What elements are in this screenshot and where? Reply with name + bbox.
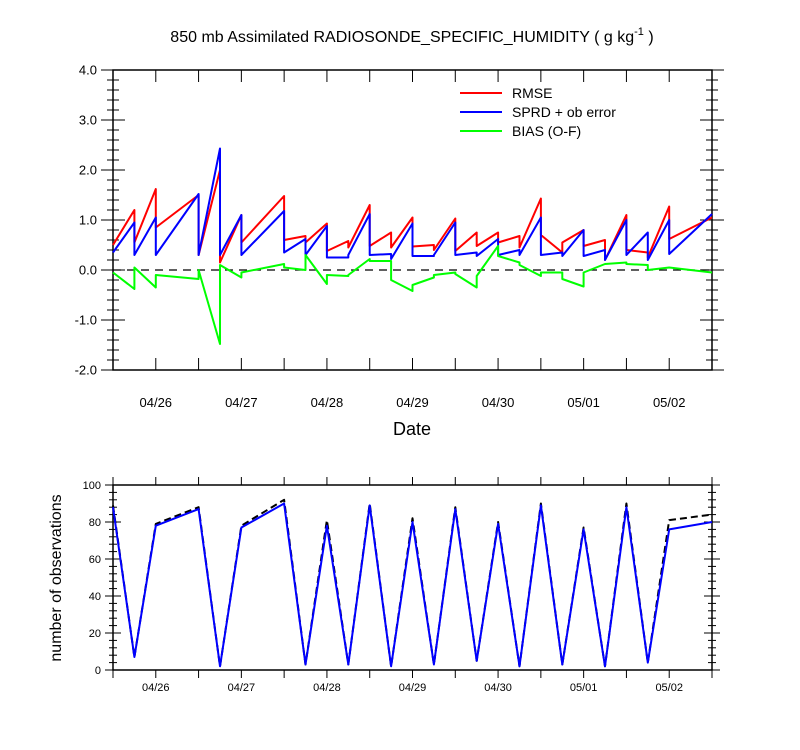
series-line-rmse: [112, 169, 713, 264]
y-tick-label: 1.0: [79, 213, 97, 228]
y-tick-label: 0.0: [79, 263, 97, 278]
x-tick-label: 04/27: [225, 395, 258, 410]
legend-label: RMSE: [512, 85, 552, 101]
legend-label: SPRD + ob error: [512, 104, 616, 120]
y-axis-label-bottom: number of observations: [48, 494, 65, 661]
y-tick-label: 60: [89, 554, 101, 566]
x-axis-label: Date: [393, 419, 431, 439]
y-tick-label: 20: [89, 628, 101, 640]
series-line-sprd-ob-error: [112, 147, 713, 261]
x-tick-label: 04/29: [399, 682, 427, 694]
top-panel: 4.0 3.0 2.0 1.0 0.0 -1.0 -2.0 04/26 04/27 04/28 04…: [75, 63, 724, 410]
x-tick-label: 04/26: [142, 682, 170, 694]
series-line-assimilated: [112, 502, 713, 668]
x-tick-label: 04/29: [396, 395, 429, 410]
y-tick-label: 4.0: [79, 63, 97, 78]
y-tick-label: 3.0: [79, 113, 97, 128]
x-tick-label: 04/27: [228, 682, 256, 694]
y-tick-label: 100: [83, 480, 101, 492]
x-tick-label: 04/26: [140, 395, 173, 410]
x-tick-label: 04/28: [311, 395, 344, 410]
y-tick-label: -1.0: [75, 313, 97, 328]
chart-title: 850 mb Assimilated RADIOSONDE_SPECIFIC_H…: [170, 26, 653, 46]
legend-label: BIAS (O-F): [512, 123, 581, 139]
x-tick-label: 04/28: [313, 682, 341, 694]
y-tick-label: 2.0: [79, 163, 97, 178]
x-tick-label: 05/01: [567, 395, 600, 410]
x-tick-label: 04/30: [484, 682, 512, 694]
y-tick-label: 40: [89, 591, 101, 603]
x-tick-label: 04/30: [482, 395, 515, 410]
y-tick-label: 0: [95, 665, 101, 677]
x-tick-label: 05/01: [570, 682, 598, 694]
y-tick-label: 80: [89, 517, 101, 529]
plot-frame: [112, 484, 713, 671]
y-tick-label: -2.0: [75, 363, 97, 378]
bottom-panel: 100 80 60 40 20 0 04/26 04/27 04/28 04/29 04/30 05/…: [83, 477, 720, 694]
x-tick-label: 05/02: [653, 395, 686, 410]
series-line-bias-o-f-: [112, 245, 713, 345]
x-tick-label: 05/02: [655, 682, 683, 694]
